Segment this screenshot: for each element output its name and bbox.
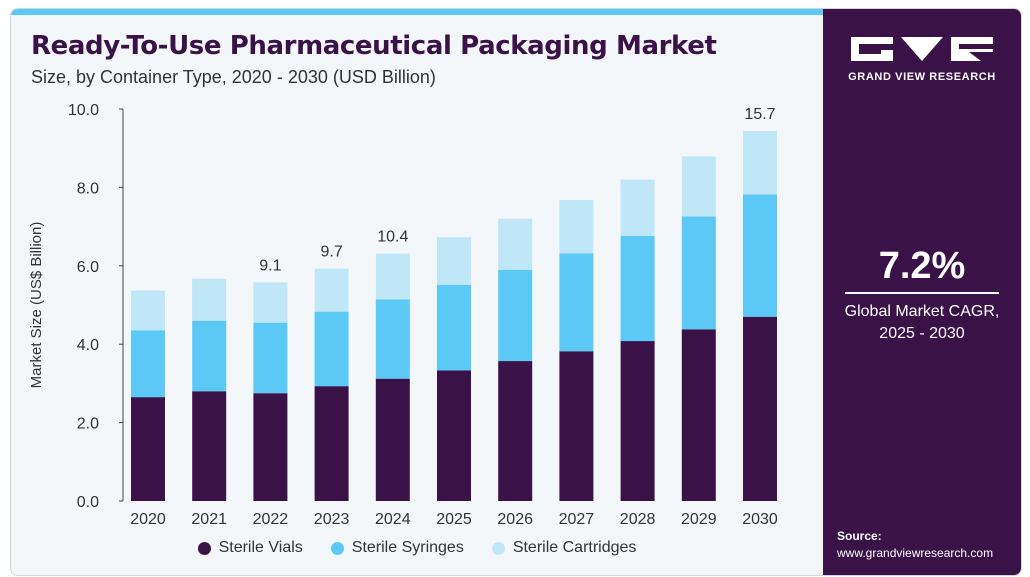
bar-segment-sterile-cartridges xyxy=(498,218,533,270)
y-tick-label: 4.0 xyxy=(77,337,99,354)
cagr-value: 7.2% xyxy=(878,245,966,287)
brand-name: GRAND VIEW RESEARCH xyxy=(848,71,996,83)
cagr-label-line2: 2025 - 2030 xyxy=(879,325,965,342)
stacked-bar-chart: 0.0 2.0 4.0 6.0 8.0 10.0 Market Size (US$ Bill… xyxy=(28,102,778,528)
y-tick-label: 8.0 xyxy=(77,180,99,197)
accent-bar xyxy=(11,9,823,15)
bar-segment-sterile-vials xyxy=(375,378,410,501)
legend-label-vials: Sterile Vials xyxy=(218,539,303,556)
legend-item-vials: Sterile Vials xyxy=(197,539,303,557)
bar-segment-sterile-cartridges xyxy=(131,290,165,331)
source-url[interactable]: www.grandviewresearch.com xyxy=(837,546,994,560)
y-tick-label: 6.0 xyxy=(77,259,99,276)
grand-view-research-logo xyxy=(851,37,993,61)
bar-segment-sterile-syringes xyxy=(437,285,471,371)
bar-segment-sterile-cartridges xyxy=(620,179,655,237)
bar-segment-sterile-cartridges xyxy=(253,282,288,323)
bar-segment-sterile-syringes xyxy=(559,253,594,352)
x-tick-label: 2023 xyxy=(314,511,350,528)
bar-segment-sterile-syringes xyxy=(743,194,777,317)
bar-total-label: 9.1 xyxy=(259,257,281,274)
bar-total-label: 9.7 xyxy=(320,244,342,261)
y-tick-label: 0.0 xyxy=(77,494,99,511)
bar-segment-sterile-cartridges xyxy=(314,268,349,312)
bar-segment-sterile-cartridges xyxy=(375,253,410,300)
x-tick-label: 2026 xyxy=(497,511,533,528)
chart-panel: Ready-To-Use Pharmaceutical Packaging Ma… xyxy=(11,9,823,575)
legend-swatch-cartridges xyxy=(491,541,505,555)
x-tick-label: 2024 xyxy=(375,511,411,528)
legend-swatch-syringes xyxy=(330,541,344,555)
bar-segment-sterile-syringes xyxy=(131,330,165,398)
bar-segment-sterile-vials xyxy=(559,351,594,501)
chart-legend: Sterile Vials Sterile Syringes Sterile C… xyxy=(11,539,823,557)
bar-segment-sterile-syringes xyxy=(253,322,288,394)
y-axis-label: Market Size (US$ Billion) xyxy=(28,222,45,389)
bar-total-label: 15.7 xyxy=(744,106,775,123)
bar-segment-sterile-cartridges xyxy=(559,199,594,254)
x-tick-label: 2025 xyxy=(436,511,472,528)
bar-segment-sterile-cartridges xyxy=(192,278,227,321)
cagr-label-line1: Global Market CAGR, xyxy=(844,303,1000,320)
bar-segment-sterile-cartridges xyxy=(743,130,777,195)
bar-segment-sterile-cartridges xyxy=(681,156,716,217)
source-label: Source: xyxy=(837,529,882,543)
bar-segment-sterile-cartridges xyxy=(437,237,471,286)
bar-segment-sterile-vials xyxy=(498,361,533,501)
chart-title: Ready-To-Use Pharmaceutical Packaging Ma… xyxy=(31,31,717,61)
bar-segment-sterile-syringes xyxy=(314,311,349,387)
infographic-card: Ready-To-Use Pharmaceutical Packaging Ma… xyxy=(10,8,1022,576)
legend-item-syringes: Sterile Syringes xyxy=(330,539,464,557)
bar-segment-sterile-vials xyxy=(192,391,227,501)
bar-segment-sterile-vials xyxy=(620,341,655,501)
legend-swatch-vials xyxy=(197,541,211,555)
x-tick-label: 2021 xyxy=(191,511,227,528)
bar-segment-sterile-vials xyxy=(743,316,777,501)
legend-label-syringes: Sterile Syringes xyxy=(351,539,464,556)
y-tick-label: 2.0 xyxy=(77,416,99,433)
x-tick-label: 2030 xyxy=(742,511,778,528)
cagr-divider xyxy=(845,292,999,294)
x-tick-label: 2022 xyxy=(253,511,289,528)
bar-segment-sterile-syringes xyxy=(375,299,410,379)
legend-item-cartridges: Sterile Cartridges xyxy=(491,539,637,557)
bar-segment-sterile-syringes xyxy=(620,236,655,342)
bar-segment-sterile-vials xyxy=(131,397,165,501)
y-tick-label: 10.0 xyxy=(68,102,99,119)
x-tick-label: 2020 xyxy=(130,511,166,528)
x-tick-label: 2028 xyxy=(620,511,656,528)
bar-total-label: 10.4 xyxy=(377,229,408,246)
bar-segment-sterile-vials xyxy=(314,386,349,501)
bar-segment-sterile-vials xyxy=(437,370,471,501)
x-tick-label: 2029 xyxy=(681,511,717,528)
bar-segment-sterile-vials xyxy=(253,393,288,501)
chart-subtitle: Size, by Container Type, 2020 - 2030 (US… xyxy=(31,67,436,87)
x-tick-label: 2027 xyxy=(559,511,595,528)
legend-label-cartridges: Sterile Cartridges xyxy=(512,539,637,556)
bar-segment-sterile-syringes xyxy=(498,269,533,362)
bar-segment-sterile-syringes xyxy=(681,216,716,330)
stats-panel: GRAND VIEW RESEARCH 7.2% Global Market C… xyxy=(823,9,1021,575)
bar-segment-sterile-syringes xyxy=(192,320,227,392)
bar-segment-sterile-vials xyxy=(681,329,716,501)
cagr-label: Global Market CAGR, 2025 - 2030 xyxy=(823,301,1021,345)
